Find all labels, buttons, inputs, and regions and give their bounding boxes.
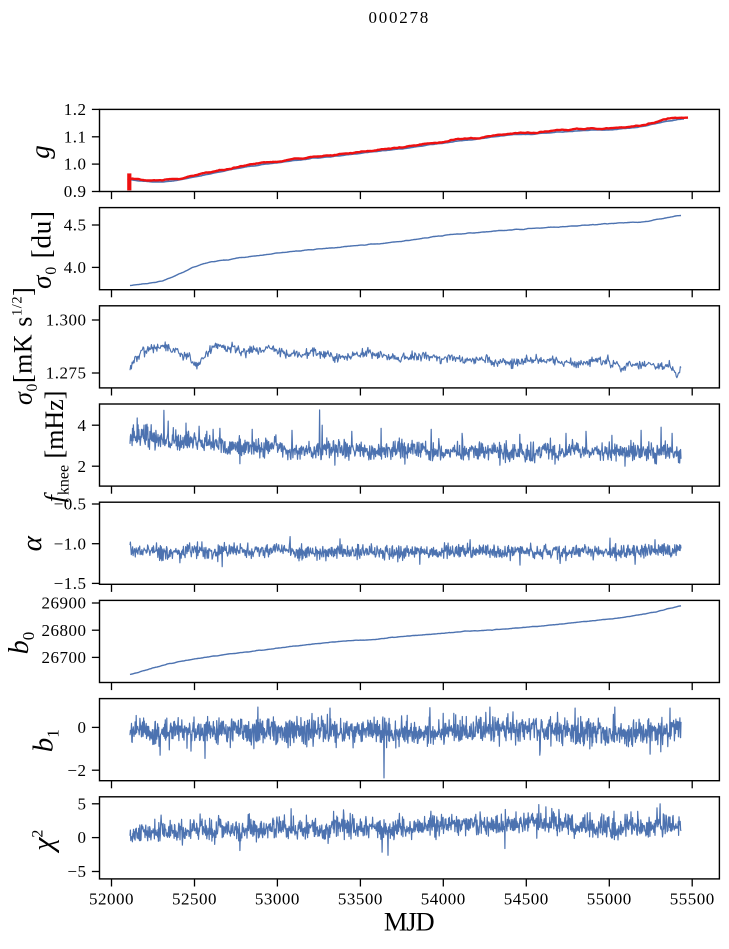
svg-text:2: 2: [78, 457, 87, 476]
svg-text:26900: 26900: [42, 594, 87, 613]
svg-text:α: α: [16, 535, 48, 551]
svg-text:σ0[mK s1/2]: σ0[mK s1/2]: [9, 287, 42, 405]
svg-text:g: g: [25, 145, 55, 159]
svg-text:5: 5: [78, 794, 87, 813]
svg-text:−5: −5: [67, 862, 86, 881]
svg-text:52000: 52000: [89, 890, 134, 909]
svg-text:4.5: 4.5: [64, 216, 87, 235]
svg-text:0: 0: [78, 828, 87, 847]
svg-text:53500: 53500: [338, 890, 383, 909]
svg-text:fknee [mHz]: fknee [mHz]: [40, 391, 73, 503]
svg-text:b0: b0: [4, 632, 38, 655]
svg-text:55500: 55500: [670, 890, 715, 909]
svg-text:000278: 000278: [368, 8, 430, 27]
svg-text:0: 0: [78, 718, 87, 737]
svg-text:52500: 52500: [172, 890, 217, 909]
svg-text:0.9: 0.9: [64, 182, 87, 201]
svg-text:σ0 [du]: σ0 [du]: [27, 210, 61, 289]
svg-text:54500: 54500: [504, 890, 549, 909]
svg-text:26700: 26700: [42, 648, 87, 667]
svg-text:χ2: χ2: [27, 830, 60, 854]
svg-text:−0.5: −0.5: [54, 495, 87, 514]
svg-text:26800: 26800: [42, 621, 87, 640]
svg-text:54000: 54000: [421, 890, 466, 909]
svg-text:1.2: 1.2: [64, 100, 87, 119]
svg-text:b1: b1: [28, 729, 63, 752]
svg-text:53000: 53000: [255, 890, 300, 909]
svg-text:1.275: 1.275: [46, 364, 87, 383]
svg-text:1.300: 1.300: [46, 311, 87, 330]
svg-text:4: 4: [78, 416, 87, 435]
svg-text:−1.0: −1.0: [54, 534, 87, 553]
svg-text:MJD: MJD: [384, 906, 435, 936]
svg-text:55000: 55000: [587, 890, 632, 909]
svg-text:1.1: 1.1: [64, 127, 87, 146]
svg-text:4.0: 4.0: [64, 258, 87, 277]
svg-text:1.0: 1.0: [64, 155, 87, 174]
svg-text:−2: −2: [67, 761, 86, 780]
svg-text:−1.5: −1.5: [54, 574, 87, 593]
